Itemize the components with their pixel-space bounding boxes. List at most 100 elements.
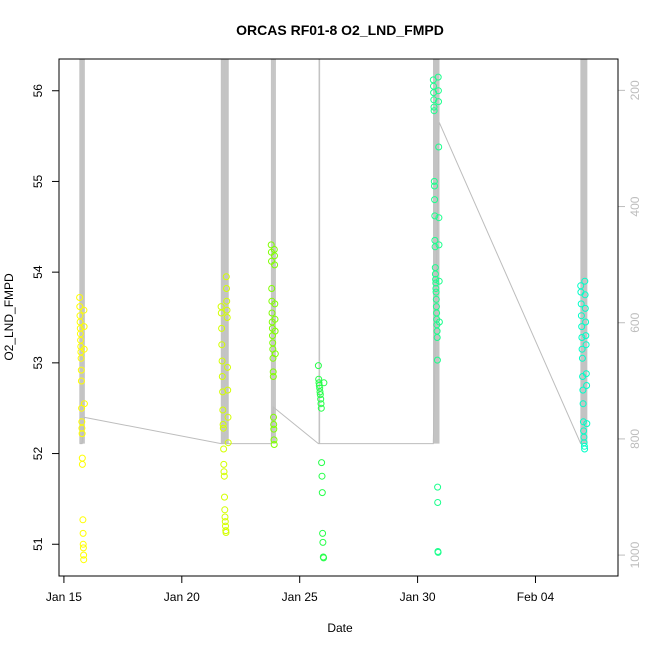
- data-point: [583, 420, 591, 428]
- data-point: [581, 291, 589, 299]
- x-tick-label: Jan 20: [164, 590, 200, 604]
- data-point: [434, 548, 442, 556]
- data-point: [577, 312, 585, 320]
- data-point: [434, 483, 442, 491]
- y-tick-label: 51: [31, 537, 45, 551]
- data-point: [316, 388, 324, 396]
- data-point: [79, 544, 87, 552]
- data-point: [577, 300, 585, 308]
- data-point: [434, 499, 442, 506]
- data-point: [435, 98, 442, 106]
- data-point: [430, 107, 438, 115]
- data-point: [581, 277, 589, 285]
- data-point: [222, 273, 230, 281]
- data-point: [223, 306, 231, 314]
- data-point: [222, 529, 230, 536]
- series-2: [217, 273, 232, 536]
- data-point: [223, 297, 231, 305]
- x-axis-label: Date: [327, 621, 353, 635]
- data-point: [320, 554, 328, 562]
- data-point: [318, 472, 326, 480]
- data-point: [221, 513, 229, 521]
- data-point: [430, 177, 438, 185]
- data-point: [432, 275, 440, 283]
- data-point: [219, 406, 227, 414]
- data-point: [271, 252, 278, 260]
- data-point: [430, 89, 438, 97]
- data-point: [432, 285, 440, 292]
- data-point: [317, 395, 325, 403]
- data-point: [219, 421, 227, 428]
- y-tick-label: 53: [31, 356, 45, 370]
- data-point: [432, 295, 440, 303]
- data-point: [80, 345, 88, 353]
- axes-layer: Jan 15 Jan 20 Jan 25 Jan 30 Feb 04 51 52 53 54 55…: [31, 80, 642, 604]
- data-point: [80, 306, 88, 314]
- x-tick-label: Jan 15: [46, 590, 82, 604]
- data-point: [76, 324, 84, 332]
- data-point: [431, 182, 438, 190]
- x-tick-label: Feb 04: [517, 590, 555, 604]
- y-tick-label: 55: [31, 174, 45, 188]
- data-point: [80, 556, 88, 564]
- data-point: [431, 243, 439, 251]
- data-point: [78, 430, 86, 438]
- data-point: [220, 472, 228, 480]
- points-layer: [76, 73, 591, 564]
- data-point: [268, 285, 276, 292]
- data-point: [79, 529, 87, 537]
- y2-tick-label: 1000: [628, 541, 642, 568]
- data-point: [217, 309, 225, 317]
- data-point: [269, 368, 277, 376]
- data-point: [218, 341, 226, 349]
- data-point: [270, 421, 278, 428]
- data-point: [80, 400, 88, 408]
- y-axis-label: O2_LND_FMPD: [2, 273, 16, 361]
- pressure-flight-1: [79, 59, 85, 444]
- data-point: [317, 404, 325, 412]
- data-point: [579, 386, 587, 394]
- data-point: [430, 96, 438, 104]
- data-point: [582, 341, 590, 349]
- series-6: [577, 277, 591, 453]
- y2-tick-label: 600: [628, 312, 642, 332]
- data-point: [581, 445, 589, 453]
- data-point: [315, 379, 323, 387]
- data-point: [220, 460, 228, 468]
- data-point: [270, 436, 278, 444]
- y2-tick-label: 800: [628, 429, 642, 449]
- data-point: [270, 441, 278, 448]
- plot-frame: [58, 58, 619, 577]
- data-point: [77, 354, 85, 362]
- data-point: [78, 424, 86, 432]
- y-tick-label: 54: [31, 265, 45, 279]
- data-point: [268, 309, 276, 317]
- series-1: [76, 294, 88, 564]
- data-point: [223, 285, 230, 292]
- data-point: [77, 377, 85, 385]
- data-point: [219, 424, 227, 432]
- data-point: [431, 212, 439, 220]
- data-point: [578, 354, 586, 362]
- data-point: [431, 196, 439, 204]
- data-point: [435, 277, 443, 285]
- data-point: [435, 214, 443, 222]
- data-point: [433, 334, 441, 341]
- data-point: [579, 400, 587, 408]
- y2-tick-label: 200: [628, 80, 642, 100]
- data-point: [271, 350, 279, 358]
- data-point: [316, 391, 324, 399]
- data-point: [271, 300, 279, 308]
- data-point: [582, 332, 590, 340]
- data-point: [580, 442, 588, 450]
- data-point: [76, 294, 84, 301]
- data-point: [270, 413, 277, 421]
- data-point: [435, 241, 443, 249]
- data-point: [434, 87, 442, 95]
- data-point: [220, 445, 228, 453]
- pressure-flight-6: [580, 59, 588, 444]
- data-point: [435, 143, 443, 151]
- data-point: [578, 345, 586, 353]
